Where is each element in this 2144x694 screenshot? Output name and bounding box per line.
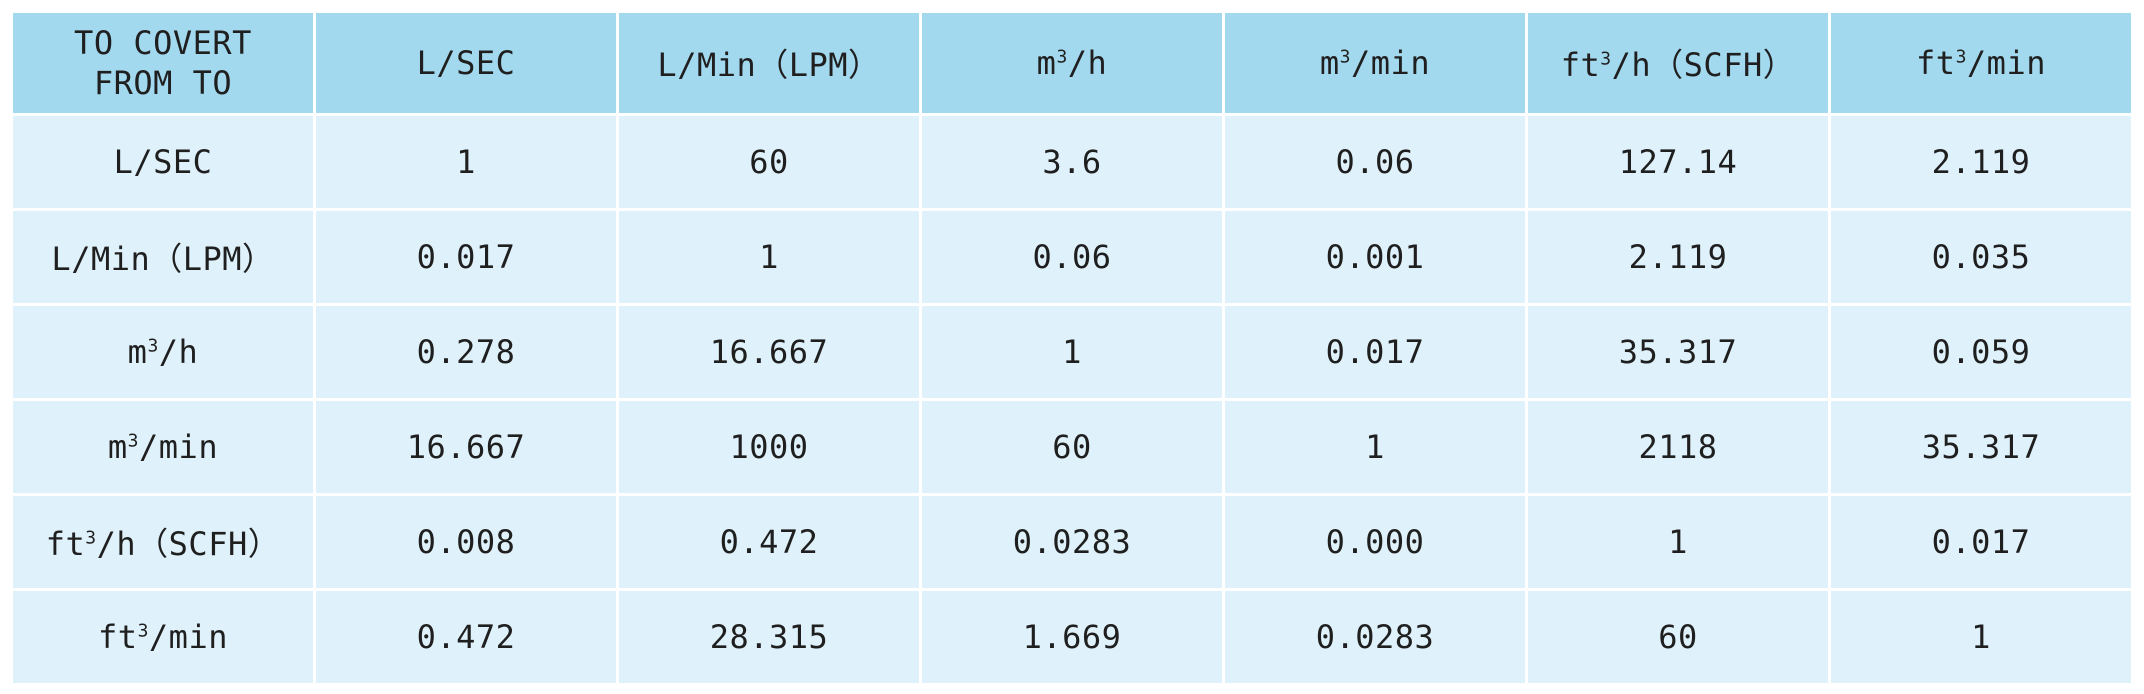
table-row: m3/h 0.278 16.667 1 0.017 35.317 0.059 xyxy=(10,303,2134,401)
value-cell: 28.315 xyxy=(616,588,922,686)
value-cell: 0.0283 xyxy=(919,493,1225,591)
value-cell: 2.119 xyxy=(1828,113,2134,211)
value-cell: 0.06 xyxy=(919,208,1225,306)
value-cell: 0.000 xyxy=(1222,493,1528,591)
column-header: ft3/min xyxy=(1828,10,2134,116)
value-cell: 1 xyxy=(919,303,1225,401)
value-cell: 1 xyxy=(616,208,922,306)
value-cell: 0.059 xyxy=(1828,303,2134,401)
row-label-cell: L/Min（LPM） xyxy=(10,208,316,306)
row-label-cell: L/SEC xyxy=(10,113,316,211)
flow-unit-conversion-table: TO COVERT FROM TO L/SEC L/Min（LPM） m3/h … xyxy=(10,10,2134,686)
column-header: m3/h xyxy=(919,10,1225,116)
value-cell: 1 xyxy=(1525,493,1831,591)
value-cell: 0.06 xyxy=(1222,113,1528,211)
value-cell: 1 xyxy=(313,113,619,211)
value-cell: 2.119 xyxy=(1525,208,1831,306)
value-cell: 0.278 xyxy=(313,303,619,401)
table-header: TO COVERT FROM TO L/SEC L/Min（LPM） m3/h … xyxy=(10,10,2134,116)
row-label-cell: ft3/h（SCFH） xyxy=(10,493,316,591)
value-cell: 3.6 xyxy=(919,113,1225,211)
value-cell: 0.017 xyxy=(1828,493,2134,591)
value-cell: 1 xyxy=(1828,588,2134,686)
value-cell: 0.017 xyxy=(1222,303,1528,401)
column-header: m3/min xyxy=(1222,10,1528,116)
value-cell: 60 xyxy=(616,113,922,211)
value-cell: 0.0283 xyxy=(1222,588,1528,686)
value-cell: 60 xyxy=(919,398,1225,496)
header-row: TO COVERT FROM TO L/SEC L/Min（LPM） m3/h … xyxy=(10,10,2134,116)
value-cell: 0.008 xyxy=(313,493,619,591)
value-cell: 0.017 xyxy=(313,208,619,306)
conversion-table-container: TO COVERT FROM TO L/SEC L/Min（LPM） m3/h … xyxy=(10,10,2134,686)
column-header: ft3/h（SCFH） xyxy=(1525,10,1831,116)
table-row: m3/min 16.667 1000 60 1 2118 35.317 xyxy=(10,398,2134,496)
value-cell: 0.472 xyxy=(616,493,922,591)
table-row: ft3/min 0.472 28.315 1.669 0.0283 60 1 xyxy=(10,588,2134,686)
corner-header-line2: FROM TO xyxy=(93,64,233,102)
value-cell: 1000 xyxy=(616,398,922,496)
value-cell: 35.317 xyxy=(1828,398,2134,496)
row-label-cell: m3/h xyxy=(10,303,316,401)
value-cell: 16.667 xyxy=(616,303,922,401)
corner-header-line1: TO COVERT xyxy=(74,24,252,62)
value-cell: 0.035 xyxy=(1828,208,2134,306)
corner-header-cell: TO COVERT FROM TO xyxy=(10,10,316,116)
value-cell: 0.472 xyxy=(313,588,619,686)
value-cell: 1 xyxy=(1222,398,1528,496)
column-header: L/SEC xyxy=(313,10,619,116)
value-cell: 127.14 xyxy=(1525,113,1831,211)
column-header: L/Min（LPM） xyxy=(616,10,922,116)
value-cell: 60 xyxy=(1525,588,1831,686)
table-body: L/SEC 1 60 3.6 0.06 127.14 2.119 L/Min（L… xyxy=(10,113,2134,686)
value-cell: 2118 xyxy=(1525,398,1831,496)
table-row: ft3/h（SCFH） 0.008 0.472 0.0283 0.000 1 0… xyxy=(10,493,2134,591)
row-label-cell: m3/min xyxy=(10,398,316,496)
value-cell: 16.667 xyxy=(313,398,619,496)
value-cell: 35.317 xyxy=(1525,303,1831,401)
table-row: L/Min（LPM） 0.017 1 0.06 0.001 2.119 0.03… xyxy=(10,208,2134,306)
row-label-cell: ft3/min xyxy=(10,588,316,686)
value-cell: 0.001 xyxy=(1222,208,1528,306)
table-row: L/SEC 1 60 3.6 0.06 127.14 2.119 xyxy=(10,113,2134,211)
value-cell: 1.669 xyxy=(919,588,1225,686)
